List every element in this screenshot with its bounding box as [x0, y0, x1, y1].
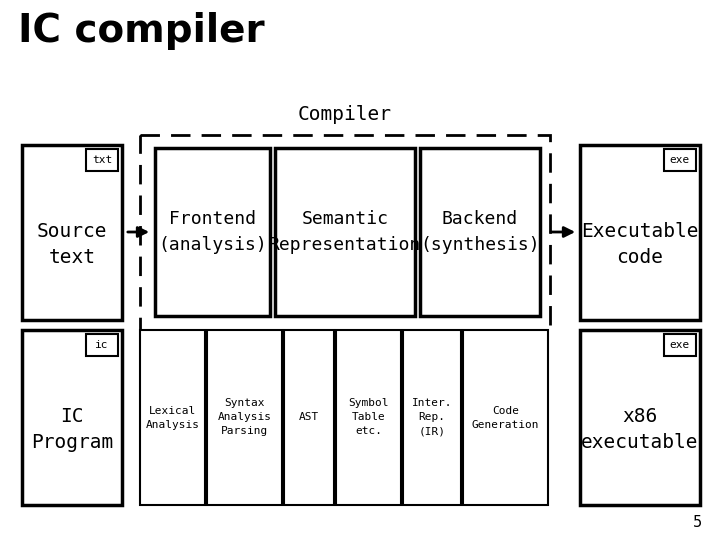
- Bar: [463, 330, 548, 505]
- Text: exe: exe: [670, 340, 690, 350]
- Bar: [580, 145, 700, 320]
- Bar: [420, 148, 540, 316]
- Bar: [403, 330, 461, 505]
- Bar: [140, 330, 205, 505]
- Bar: [22, 330, 122, 505]
- Text: Lexical
Analysis: Lexical Analysis: [145, 406, 199, 429]
- Text: Semantic
Representation: Semantic Representation: [269, 211, 421, 253]
- Bar: [664, 334, 696, 356]
- Text: Executable
code: Executable code: [581, 222, 698, 267]
- Text: Inter.
Rep.
(IR): Inter. Rep. (IR): [412, 399, 452, 436]
- Text: ic: ic: [95, 340, 109, 350]
- Text: Frontend
(analysis): Frontend (analysis): [158, 211, 267, 253]
- Text: 5: 5: [693, 515, 702, 530]
- Text: x86
executable: x86 executable: [581, 407, 698, 453]
- Text: Code
Generation: Code Generation: [472, 406, 539, 429]
- Text: Backend
(synthesis): Backend (synthesis): [420, 211, 540, 253]
- Bar: [336, 330, 401, 505]
- Text: Source
text: Source text: [37, 222, 107, 267]
- Bar: [580, 330, 700, 505]
- Text: IC
Program: IC Program: [31, 407, 113, 453]
- Bar: [664, 149, 696, 171]
- Bar: [207, 330, 282, 505]
- Bar: [140, 135, 550, 330]
- Text: AST: AST: [299, 413, 319, 422]
- Bar: [284, 330, 334, 505]
- Text: Syntax
Analysis
Parsing: Syntax Analysis Parsing: [217, 399, 271, 436]
- Text: txt: txt: [92, 155, 112, 165]
- Bar: [86, 149, 118, 171]
- Text: Symbol
Table
etc.: Symbol Table etc.: [348, 399, 389, 436]
- Text: Compiler: Compiler: [298, 105, 392, 124]
- Bar: [155, 148, 270, 316]
- Bar: [86, 334, 118, 356]
- Text: exe: exe: [670, 155, 690, 165]
- Bar: [22, 145, 122, 320]
- Bar: [275, 148, 415, 316]
- Text: IC compiler: IC compiler: [18, 12, 265, 50]
